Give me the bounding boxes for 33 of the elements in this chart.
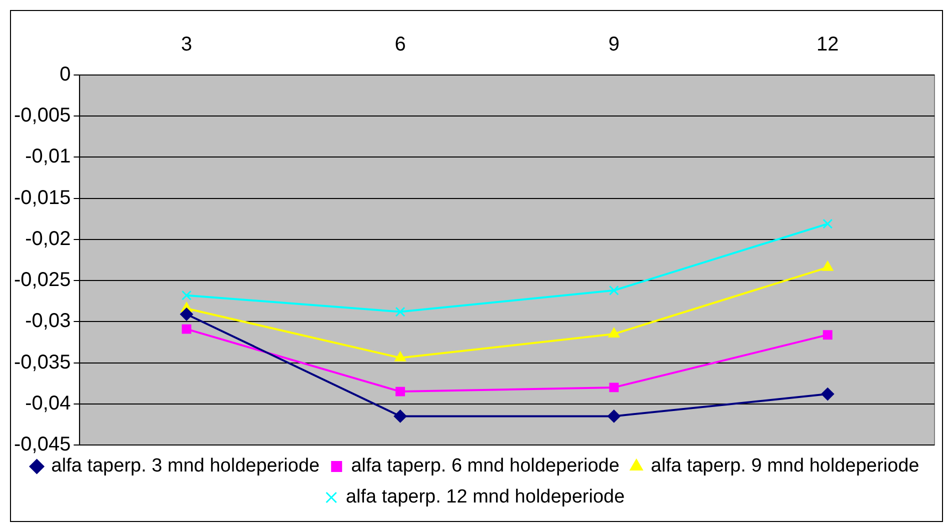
y-tick-label: -0,045 [14, 434, 71, 456]
legend-label: alfa taperp. 9 mnd holdeperiode [650, 456, 920, 477]
y-tick-label: -0,015 [14, 186, 71, 209]
y-tick-label: 0 [60, 64, 71, 86]
y-tick-label: -0,02 [25, 228, 71, 250]
point [607, 410, 620, 423]
point [182, 290, 192, 300]
y-tick-label: -0,04 [25, 392, 71, 414]
point [394, 351, 406, 362]
legend-label: alfa taperp. 12 mnd holdeperiode [346, 486, 625, 508]
point [394, 410, 407, 423]
y-tick-label: -0,03 [25, 310, 71, 332]
y-tick-label: -0,025 [14, 269, 71, 292]
point [396, 386, 405, 396]
x-tick-label: 6 [394, 34, 406, 56]
point [608, 328, 620, 338]
x-tick-label: 9 [608, 34, 620, 56]
point [822, 218, 833, 229]
point [822, 260, 834, 271]
legend-label: alfa taperp. 3 mnd holdeperiode [51, 456, 320, 477]
y-tick-label: -0,035 [14, 351, 71, 374]
point [608, 285, 619, 296]
point [180, 308, 194, 321]
point [821, 388, 834, 401]
x-tick-label: 3 [180, 34, 192, 56]
point [822, 330, 832, 340]
legend-label: alfa taperp. 6 mnd holdeperiode [351, 456, 620, 477]
point [395, 306, 406, 317]
x-tick-label: 12 [816, 34, 839, 56]
point [609, 382, 619, 392]
y-tick-label: -0,01 [25, 146, 71, 168]
point [182, 324, 192, 334]
y-tick-label: -0,005 [14, 104, 71, 127]
